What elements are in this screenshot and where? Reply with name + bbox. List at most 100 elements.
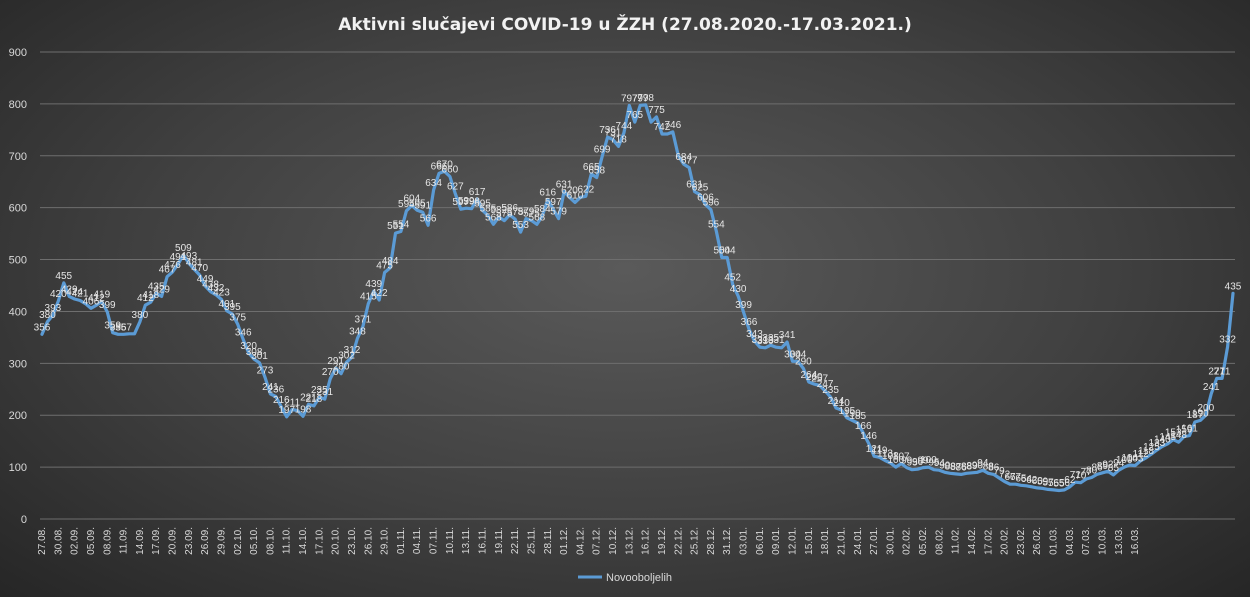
x-tick-label: 30.08. [53, 527, 64, 555]
data-label: 113 [877, 448, 893, 459]
data-label: 304 [790, 349, 807, 360]
x-tick-label: 04.12. [575, 527, 586, 555]
data-label: 235 [311, 385, 328, 396]
data-label: 399 [735, 300, 752, 311]
data-label: 112 [1133, 449, 1149, 460]
data-label: 211 [284, 398, 300, 409]
data-label: 95 [907, 458, 919, 469]
x-tick-label: 13.11. [461, 527, 472, 554]
x-tick-label: 23.02. [1016, 527, 1027, 555]
data-label: 301 [251, 351, 268, 362]
data-label: 108 [882, 451, 899, 462]
data-label: 493 [180, 251, 197, 262]
x-tick-label: 07.11. [429, 527, 440, 554]
data-label: 70 [1075, 471, 1087, 482]
data-label: 594 [398, 199, 415, 210]
data-label: 597 [545, 197, 562, 208]
data-label: 566 [420, 213, 437, 224]
data-label: 77 [1081, 467, 1093, 478]
x-tick-label: 10.03. [1097, 527, 1108, 555]
data-label: 331 [752, 335, 769, 346]
data-label: 121 [866, 444, 883, 455]
data-label: 304 [784, 349, 801, 360]
x-tick-label: 17.10. [314, 527, 325, 555]
data-label: 133 [1149, 438, 1166, 449]
x-tick-label: 26.09. [200, 527, 211, 555]
data-label: 346 [235, 327, 252, 338]
x-tick-label: 11.10. [282, 527, 293, 554]
series-novooboljelih [40, 103, 1235, 493]
data-label: 88 [983, 461, 995, 472]
data-label: 484 [382, 256, 399, 267]
data-label: 597 [452, 197, 469, 208]
data-label: 452 [724, 272, 741, 283]
data-label: 429 [153, 284, 170, 295]
data-label: 67 [1004, 472, 1016, 483]
data-label: 504 [719, 245, 736, 256]
data-label: 103 [1127, 454, 1144, 465]
y-tick-label: 600 [9, 203, 27, 215]
data-label: 359 [104, 321, 121, 332]
data-label: 148 [1170, 430, 1187, 441]
data-label: 579 [518, 207, 535, 218]
data-label: 634 [425, 178, 442, 189]
data-label: 273 [257, 365, 274, 376]
data-label: 586 [501, 203, 518, 214]
data-label: 198 [295, 404, 312, 415]
data-label: 118 [1138, 446, 1154, 457]
x-tick-label: 01.03. [1049, 527, 1060, 555]
x-tick-label: 20.02. [1000, 527, 1011, 555]
data-label: 89 [1097, 461, 1109, 472]
data-label: 438 [202, 280, 219, 291]
chart-title: Aktivni slučajevi COVID-19 u ŽZH (27.08.… [338, 13, 912, 35]
x-tick-label: 17.09. [151, 527, 162, 555]
x-tick-label: 22.12. [673, 527, 684, 555]
data-label: 59 [1037, 476, 1049, 487]
data-label: 94 [977, 458, 989, 469]
data-label: 579 [550, 207, 567, 218]
data-label: 86 [1091, 462, 1103, 473]
x-tick-label: 26.02. [1032, 527, 1043, 555]
data-label: 591 [414, 200, 431, 211]
y-tick-label: 900 [9, 47, 27, 59]
data-label: 195 [839, 406, 856, 417]
x-tick-label: 08.09. [102, 527, 113, 555]
gridlines [40, 51, 1235, 520]
data-label: 356 [110, 322, 127, 333]
data-label: 341 [779, 330, 796, 341]
data-label: 290 [795, 357, 812, 368]
data-label: 280 [333, 362, 350, 373]
y-tick-label: 200 [9, 410, 27, 422]
data-label: 554 [708, 220, 725, 231]
data-label: 241 [1203, 382, 1220, 393]
data-label: 214 [828, 396, 845, 407]
data-label: 67 [1010, 472, 1022, 483]
data-label: 90 [939, 460, 951, 471]
x-tick-label: 11.02. [951, 527, 962, 554]
data-label: 568 [529, 212, 546, 223]
data-label: 395 [224, 302, 241, 313]
data-label: 617 [469, 187, 486, 198]
data-label: 107 [893, 451, 910, 462]
x-tick-label: 05.10. [249, 527, 260, 555]
data-label: 598 [463, 197, 480, 208]
x-tick-label: 08.10. [265, 527, 276, 555]
data-label: 348 [349, 326, 366, 337]
legend: Novooboljelih [578, 572, 672, 584]
data-label: 595 [409, 198, 426, 209]
data-label: 625 [692, 183, 709, 194]
data-label: 145 [1159, 432, 1176, 443]
data-label: 92 [1102, 459, 1114, 470]
x-tick-label: 07.12. [592, 527, 603, 555]
data-label: 302 [338, 350, 355, 361]
data-label: 627 [447, 182, 464, 193]
data-label: 357 [115, 322, 132, 333]
data-label: 375 [229, 312, 246, 323]
data-label: 85 [1108, 463, 1120, 474]
y-tick-label: 100 [9, 462, 27, 474]
data-label: 291 [327, 356, 344, 367]
data-label: 64 [1021, 474, 1033, 485]
data-label: 736 [599, 125, 616, 136]
data-label: 439 [365, 279, 382, 290]
